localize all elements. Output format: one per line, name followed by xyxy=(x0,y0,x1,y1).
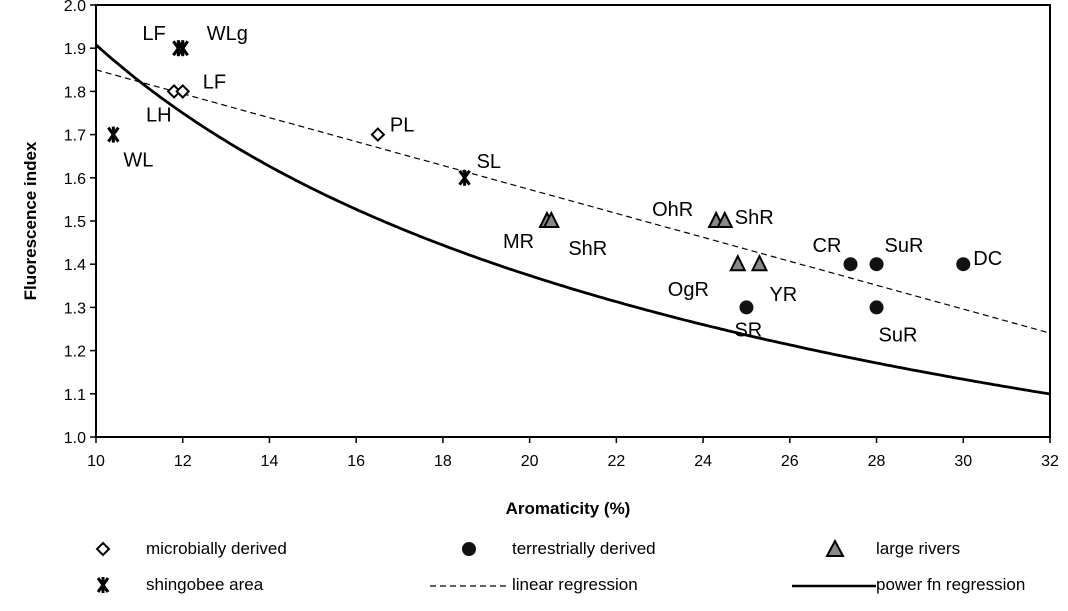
x-tick-label: 12 xyxy=(174,453,192,470)
point-terrestrially-derived xyxy=(869,257,884,272)
y-tick-label: 1.4 xyxy=(64,257,86,274)
y-tick-label: 2.0 xyxy=(64,0,86,15)
legend-label: power fn regression xyxy=(876,575,1026,594)
legend-item-rivers: large rivers xyxy=(818,536,960,562)
plot-border xyxy=(95,4,1051,438)
point-terrestrially-derived xyxy=(956,257,971,272)
point-label: ShR xyxy=(735,207,774,229)
point-label: ShR xyxy=(568,238,607,260)
legend-item-shingobee: shingobee area xyxy=(88,572,263,598)
point-label: YR xyxy=(769,284,797,306)
point-label: PL xyxy=(390,115,414,137)
point-label: MR xyxy=(503,231,534,253)
point-shingobee-area xyxy=(107,126,120,143)
y-axis-label: Fluorescence index xyxy=(21,141,40,300)
regression-lines xyxy=(95,43,1051,396)
y-tick-label: 1.1 xyxy=(64,387,86,404)
legend-item-linear: linear regression xyxy=(428,572,638,598)
x-tick-label: 32 xyxy=(1041,453,1059,470)
point-label: SuR xyxy=(879,324,918,346)
point-shingobee-area xyxy=(176,40,189,57)
legend-label: microbially derived xyxy=(146,539,287,558)
legend-label: shingobee area xyxy=(146,575,264,594)
point-shingobee-area xyxy=(458,169,471,186)
legend-label: large rivers xyxy=(876,539,961,558)
plot-area xyxy=(95,4,1051,438)
legend-item-power: power fn regression xyxy=(790,572,1025,598)
point-label: LF xyxy=(142,23,165,45)
x-tick-label: 14 xyxy=(261,453,279,470)
point-label: LH xyxy=(146,104,172,126)
x-tick-label: 18 xyxy=(434,453,452,470)
point-label: DC xyxy=(973,248,1002,270)
diamond-icon xyxy=(95,541,111,557)
x-tick-label: 22 xyxy=(607,453,625,470)
point-microbially-derived xyxy=(175,83,191,99)
point-microbially-derived xyxy=(370,127,386,143)
legend-label: linear regression xyxy=(512,575,638,594)
point-label: OhR xyxy=(652,199,693,221)
point-large-rivers xyxy=(750,253,769,272)
point-label: CR xyxy=(813,235,842,257)
asterisk-icon xyxy=(96,577,110,593)
point-terrestrially-derived xyxy=(869,300,884,315)
point-large-rivers xyxy=(716,210,734,228)
y-tick-label: 1.5 xyxy=(64,214,86,231)
point-label: SuR xyxy=(885,235,924,257)
x-tick-label: 24 xyxy=(694,453,712,470)
point-terrestrially-derived xyxy=(739,300,754,315)
point-large-rivers xyxy=(542,210,560,228)
x-tick-label: 20 xyxy=(521,453,539,470)
x-axis: 10 12 14 16 18 20 22 24 26 28 30 32 xyxy=(87,437,1059,470)
y-axis: 1.0 1.1 1.2 1.3 1.4 1.5 1.6 1.7 1.8 1.9 2.0 xyxy=(64,0,96,447)
x-axis-label: Aromaticity (%) xyxy=(506,499,631,518)
y-tick-label: 1.9 xyxy=(64,41,86,58)
y-tick-label: 1.0 xyxy=(64,430,86,447)
point-label: SR xyxy=(734,319,762,341)
y-tick-label: 1.3 xyxy=(64,300,86,317)
x-tick-label: 10 xyxy=(87,453,105,470)
point-labels: LH LF PL SR CR SuR SuR DC MR ShR OhR ShR OgR YR LF WLg W… xyxy=(123,23,1002,346)
legend-item-terrestrial: terrestrially derived xyxy=(452,536,656,562)
power-regression-line xyxy=(95,43,1051,396)
filled-circle-icon xyxy=(462,542,476,556)
legend-item-microbial: microbially derived xyxy=(88,536,287,562)
x-tick-label: 16 xyxy=(347,453,365,470)
linear-regression-line xyxy=(95,69,1051,334)
legend: microbially derived terrestrially derive… xyxy=(0,530,1068,611)
x-tick-label: 26 xyxy=(781,453,799,470)
point-label: OgR xyxy=(668,279,709,301)
x-tick-label: 28 xyxy=(868,453,886,470)
point-label: WL xyxy=(123,150,153,172)
data-points xyxy=(107,40,971,315)
scatter-chart: 1.0 1.1 1.2 1.3 1.4 1.5 1.6 1.7 1.8 1.9 2.0 10 12 14… xyxy=(21,0,1059,518)
y-tick-label: 1.2 xyxy=(64,344,86,361)
dashed-line-icon xyxy=(430,585,510,587)
y-tick-label: 1.8 xyxy=(64,84,86,101)
legend-label: terrestrially derived xyxy=(512,539,656,558)
y-tick-label: 1.7 xyxy=(64,128,86,145)
triangle-icon xyxy=(825,538,845,557)
x-tick-label: 30 xyxy=(954,453,972,470)
solid-line-icon xyxy=(792,584,876,588)
y-tick-label: 1.6 xyxy=(64,171,86,188)
point-label: WLg xyxy=(207,23,248,45)
point-label: SL xyxy=(477,151,501,173)
point-terrestrially-derived xyxy=(843,257,858,272)
point-large-rivers xyxy=(729,253,747,272)
point-label: LF xyxy=(203,71,226,93)
